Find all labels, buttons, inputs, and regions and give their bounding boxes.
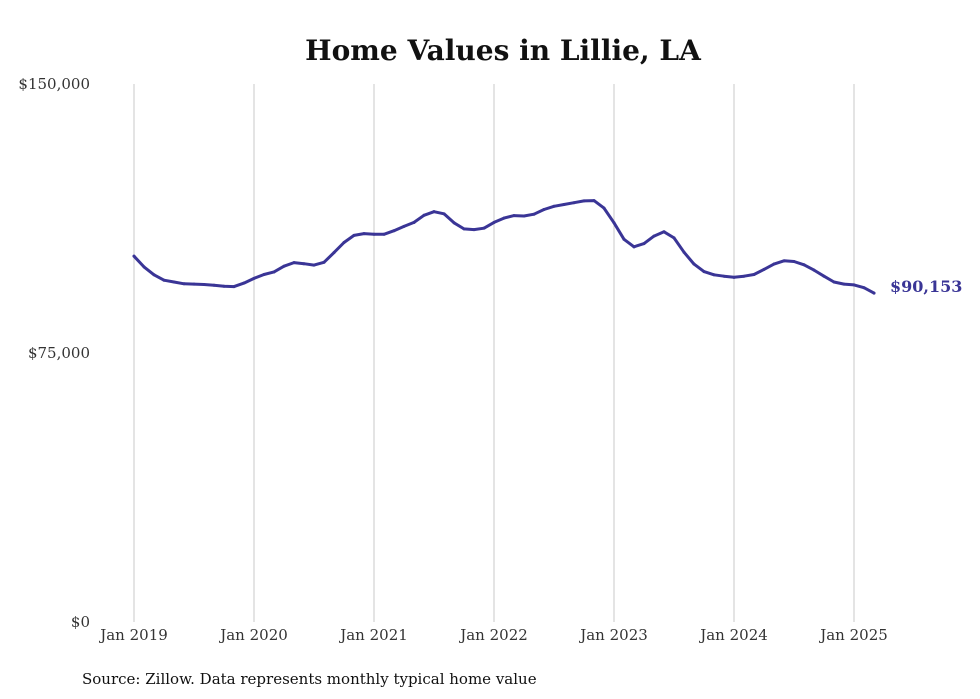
x-axis-ticks: Jan 2019 Jan 2020 Jan 2021 Jan 2022 Jan 2023… (98, 626, 888, 644)
data-point (222, 284, 226, 288)
data-point (772, 262, 776, 266)
data-point (642, 242, 646, 246)
data-point (692, 262, 696, 266)
data-point (312, 263, 316, 267)
data-point (572, 201, 576, 205)
data-point (612, 221, 616, 225)
data-point (602, 206, 606, 210)
data-point (742, 274, 746, 278)
gridlines (133, 84, 855, 622)
y-tick-label: $150,000 (18, 75, 90, 93)
y-tick-label: $0 (71, 613, 90, 631)
data-point (592, 199, 596, 203)
data-point (512, 214, 516, 218)
data-point (802, 263, 806, 267)
data-point (292, 261, 296, 265)
data-point (682, 250, 686, 254)
y-tick-label: $75,000 (28, 344, 90, 362)
data-point (542, 208, 546, 212)
data-point (152, 273, 156, 277)
x-tick-label: Jan 2020 (218, 626, 288, 644)
data-point (372, 232, 376, 236)
data-point (652, 234, 656, 238)
data-point (412, 220, 416, 224)
data-point (162, 278, 166, 282)
x-tick-label: Jan 2021 (338, 626, 408, 644)
data-point (212, 283, 216, 287)
data-point (832, 280, 836, 284)
data-point (462, 227, 466, 231)
data-point (172, 280, 176, 284)
data-point (192, 282, 196, 286)
data-point (712, 273, 716, 277)
data-point (302, 262, 306, 266)
data-point (202, 282, 206, 286)
data-point (762, 267, 766, 271)
data-point (502, 216, 506, 220)
data-point (872, 291, 876, 295)
data-point (812, 268, 816, 272)
x-tick-label: Jan 2025 (818, 626, 888, 644)
data-point (632, 245, 636, 249)
chart-title: Home Values in Lillie, LA (305, 34, 702, 67)
x-tick-label: Jan 2022 (458, 626, 528, 644)
data-point (622, 237, 626, 241)
data-point (842, 282, 846, 286)
data-point (262, 272, 266, 276)
series-layer: $90,153 (132, 199, 962, 296)
y-axis-ticks: $150,000 $75,000 $0 (18, 75, 90, 631)
data-point (252, 276, 256, 280)
data-point (732, 275, 736, 279)
data-point (142, 265, 146, 269)
data-point (282, 264, 286, 268)
data-point (392, 229, 396, 233)
data-point (322, 260, 326, 264)
data-point (822, 274, 826, 278)
data-point (672, 236, 676, 240)
data-point (332, 251, 336, 255)
data-point (782, 259, 786, 263)
series-line (132, 199, 876, 295)
data-point (432, 210, 436, 214)
data-point (722, 274, 726, 278)
data-point (752, 272, 756, 276)
data-point (382, 232, 386, 236)
data-point (492, 220, 496, 224)
data-point (452, 221, 456, 225)
data-point (352, 233, 356, 237)
data-point (532, 212, 536, 216)
data-point (402, 224, 406, 228)
data-point (422, 213, 426, 217)
data-point (272, 270, 276, 274)
x-tick-label: Jan 2019 (98, 626, 168, 644)
x-tick-label: Jan 2023 (578, 626, 648, 644)
end-value-label: $90,153 (890, 277, 962, 296)
data-point (362, 232, 366, 236)
data-point (472, 228, 476, 232)
data-point (522, 214, 526, 218)
x-tick-label: Jan 2024 (698, 626, 768, 644)
data-point (662, 230, 666, 234)
data-point (132, 254, 136, 258)
data-point (482, 226, 486, 230)
data-point (862, 286, 866, 290)
data-point (232, 285, 236, 289)
data-point (852, 283, 856, 287)
data-point (562, 203, 566, 207)
data-point (792, 260, 796, 264)
data-point (582, 199, 586, 203)
data-point (442, 212, 446, 216)
source-note: Source: Zillow. Data represents monthly … (82, 670, 537, 688)
data-point (702, 270, 706, 274)
data-point (552, 204, 556, 208)
data-point (182, 282, 186, 286)
data-point (242, 281, 246, 285)
data-point (342, 241, 346, 245)
